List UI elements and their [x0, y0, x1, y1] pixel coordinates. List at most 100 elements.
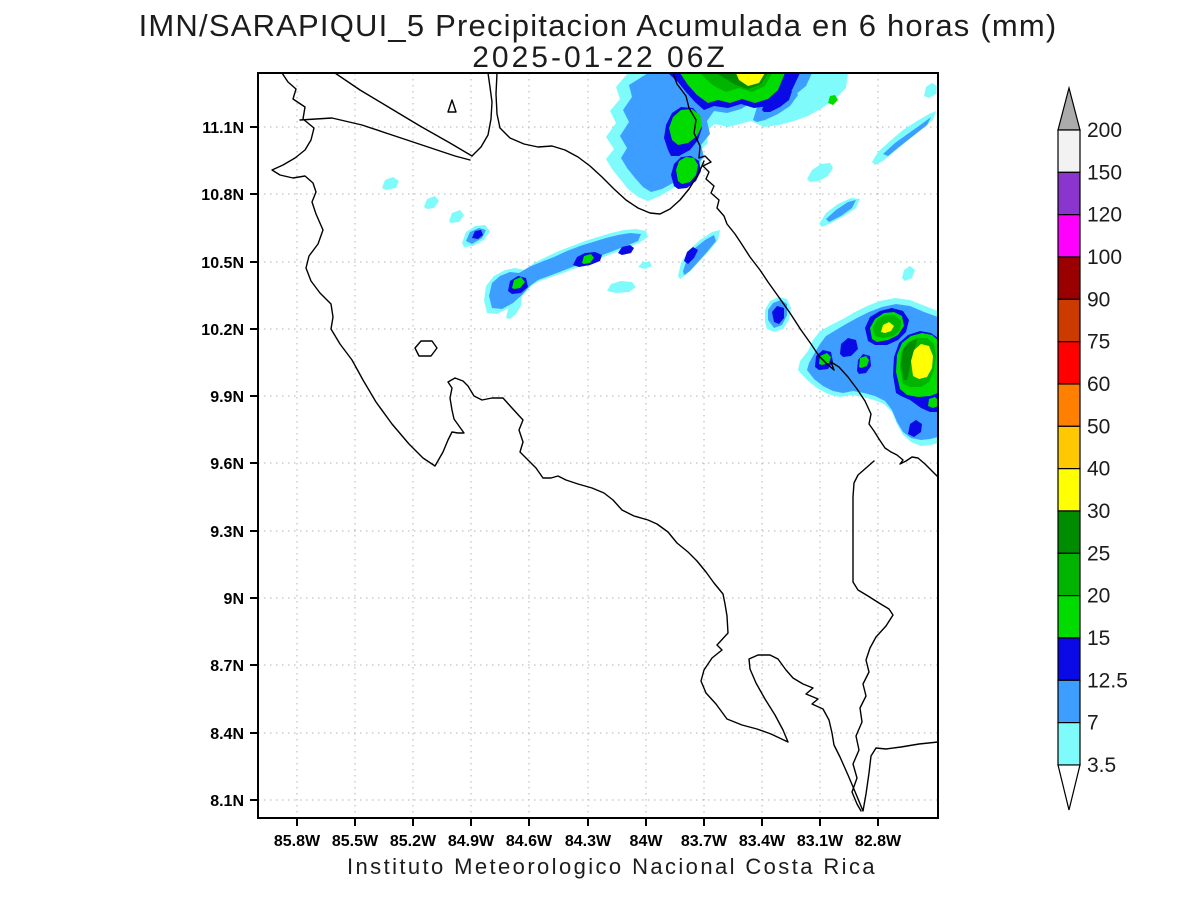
colorbar-cell-20-25mm: [1057, 552, 1081, 597]
precip-shade-15-20mm: [859, 356, 869, 368]
precip-shade-15-20mm: [676, 157, 698, 184]
coastline-path: [672, 73, 938, 478]
coastline-path: [471, 73, 493, 157]
precip-shade-12.5-15mm: [840, 338, 858, 357]
colorbar-cell-60-75mm: [1057, 341, 1081, 385]
longitude-label: 83.7W: [681, 833, 728, 850]
colorbar-level-label: 90: [1087, 288, 1110, 311]
latitude-label: 10.5N: [201, 255, 244, 272]
coastline-path: [299, 117, 471, 161]
colorbar-cell-150-200mm: [1057, 129, 1081, 173]
precip-shade-3.5-7mm: [424, 196, 439, 209]
colorbar-level-label: 25: [1087, 542, 1110, 565]
longitude-label: 84.9W: [448, 833, 495, 850]
precip-shade-3.5-7mm: [807, 163, 833, 182]
colorbar-level-label: 12.5: [1087, 669, 1128, 692]
precip-shade-7-12.5mm: [489, 233, 641, 309]
precip-shade-12.5-15mm: [684, 247, 698, 264]
longitude-label: 82.8W: [855, 833, 902, 850]
colorbar-cell-90-100mm: [1057, 256, 1081, 300]
colorbar-cell-25-30mm: [1057, 510, 1081, 554]
precip-shade-30-40mm: [911, 344, 933, 379]
precip-shade-7-12.5mm: [826, 200, 856, 222]
precip-shade-12.5-15mm: [472, 230, 483, 239]
precip-shade-15-20mm: [928, 397, 938, 408]
latitude-label: 10.8N: [201, 187, 244, 204]
colorbar-level-label: 15: [1087, 627, 1110, 650]
colorbar-cell-30-40mm: [1057, 468, 1081, 512]
colorbar-bottom-arrow: [1057, 764, 1081, 811]
latitude-label: 10.2N: [201, 322, 244, 339]
longitude-label: 84.6W: [506, 833, 553, 850]
precip-shade-3.5-7mm: [924, 83, 937, 98]
colorbar: 200 150 120 100 90 75 60 50 40 30 25 20 15 12.5 7 3.5: [1057, 85, 1128, 811]
coastline-borders: [271, 73, 938, 812]
coastline-path: [334, 73, 473, 157]
precip-shade-3.5-7mm: [506, 296, 522, 319]
precip-shade-3.5-7mm: [638, 262, 652, 269]
colorbar-level-label: 3.5: [1087, 754, 1116, 777]
colorbar-top-arrow: [1057, 85, 1081, 131]
colorbar-cell-100-120mm: [1057, 214, 1081, 258]
precip-shade-30-40mm: [881, 322, 894, 333]
colorbar-level-label: 120: [1087, 204, 1122, 227]
precip-shade-15-20mm: [669, 109, 702, 145]
colorbar-level-label: 200: [1087, 119, 1122, 142]
latitude-label: 8.4N: [210, 726, 244, 743]
precip-shade-30-40mm: [736, 73, 765, 86]
colorbar-level-label: 150: [1087, 161, 1122, 184]
longitude-label: 85.5W: [332, 833, 379, 850]
axis-labels: 11.1N 10.8N 10.5N 10.2N 9.9N 9.6N 9.3N 9N 8.7N 8.…: [201, 120, 902, 850]
longitude-label: 83.4W: [739, 833, 786, 850]
longitude-label: 85.2W: [390, 833, 437, 850]
latitude-label: 9.9N: [210, 389, 244, 406]
coastline-path: [271, 73, 938, 812]
latitude-label: 8.7N: [210, 658, 244, 675]
colorbar-cell-120-150mm: [1057, 171, 1081, 216]
latitude-label: 9.3N: [210, 524, 244, 541]
colorbar-level-label: 60: [1087, 373, 1110, 396]
colorbar-cell-12.5-15mm: [1057, 637, 1081, 681]
coastline-path: [851, 460, 894, 812]
longitude-label: 85.8W: [274, 833, 321, 850]
colorbar-level-label: 30: [1087, 500, 1110, 523]
colorbar-level-label: 20: [1087, 585, 1110, 608]
axis-ticks: [250, 126, 879, 826]
precip-shade-3.5-7mm: [382, 177, 399, 190]
precip-shade-3.5-7mm: [607, 281, 636, 293]
coastline-path: [447, 99, 457, 113]
map-subtitle-datetime: 2025-01-22 06Z: [472, 41, 728, 74]
precip-shade-15-20mm: [582, 254, 594, 264]
colorbar-cell-3.5-7mm: [1057, 722, 1081, 766]
precip-shade-7-12.5mm: [683, 235, 716, 275]
colorbar-level-label: 40: [1087, 458, 1110, 481]
precip-shade-12.5-15mm: [762, 88, 792, 112]
precip-shade-3.5-7mm: [449, 210, 464, 223]
coastline-path: [414, 340, 438, 357]
latitude-label: 8.1N: [210, 793, 244, 810]
map-frame: [257, 72, 939, 819]
colorbar-level-label: 7: [1087, 712, 1099, 735]
latitude-label: 9.6N: [210, 456, 244, 473]
precip-shade-25-30mm: [901, 339, 917, 380]
colorbar-level-label: 75: [1087, 331, 1110, 354]
precipitation-contours: [382, 73, 938, 446]
latitude-label: 9N: [224, 591, 244, 608]
colorbar-cell-7-12.5mm: [1057, 679, 1081, 724]
longitude-label: 83.1W: [797, 833, 844, 850]
latitude-label: 11.1N: [202, 120, 244, 137]
precip-shade-15-20mm: [828, 95, 838, 105]
colorbar-cell-15-20mm: [1057, 595, 1081, 639]
precip-shade-12.5-15mm: [908, 420, 922, 437]
credit-text: Instituto Meteorologico Nacional Costa R…: [347, 854, 877, 879]
precip-shade-15-20mm: [819, 353, 831, 365]
longitude-label: 84.3W: [565, 833, 612, 850]
colorbar-cell-40-50mm: [1057, 425, 1081, 470]
precip-shade-12.5-15mm: [618, 245, 634, 255]
precip-shade-7-12.5mm: [883, 117, 931, 156]
coastline-path: [495, 73, 705, 215]
graticule: [258, 73, 938, 818]
colorbar-level-label: 100: [1087, 246, 1122, 269]
